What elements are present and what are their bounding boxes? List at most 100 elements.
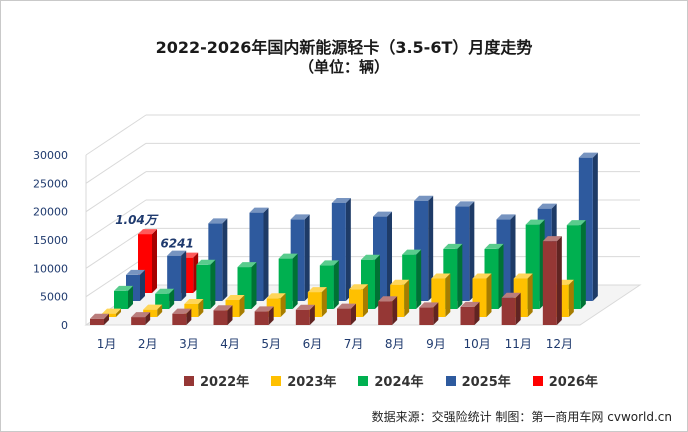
legend-label: 2024年 [374, 375, 424, 390]
bar-top [138, 229, 157, 235]
bar-side [392, 296, 398, 325]
legend-label: 2022年 [200, 375, 250, 390]
x-tick-label: 8月 [385, 337, 405, 351]
x-tick-label: 7月 [344, 337, 364, 351]
bar-top [208, 218, 228, 224]
bar-side [345, 197, 351, 301]
bar-top [307, 287, 327, 293]
bar-side [152, 229, 157, 293]
bar-top [349, 284, 368, 290]
bar-side [580, 220, 586, 309]
bar-top [501, 292, 521, 298]
y-tick-label: 15000 [33, 234, 68, 247]
bar-side [527, 273, 533, 317]
bar-top [225, 295, 245, 300]
legend-label: 2023年 [287, 375, 337, 390]
bar-top [143, 304, 163, 310]
bar-top [542, 236, 562, 242]
chart-subtitle: （单位：辆） [298, 58, 389, 76]
bar-side [416, 249, 422, 309]
bar-top [513, 273, 533, 279]
gridline-side [85, 199, 147, 241]
bar-side [186, 308, 192, 325]
x-tick-label: 11月 [505, 337, 532, 351]
bar-side [128, 285, 133, 309]
bar-side [351, 303, 356, 325]
data-label: 6241 [160, 237, 193, 251]
y-tick-label: 5000 [40, 291, 68, 304]
bar-side [433, 302, 439, 325]
bar [213, 310, 228, 325]
bar-side [292, 253, 298, 309]
bar-side [263, 207, 269, 301]
y-tick-label: 20000 [33, 206, 68, 219]
bar-top [578, 152, 598, 158]
bar-side [304, 214, 310, 301]
bar [378, 301, 393, 325]
legend-label: 2025年 [461, 375, 511, 390]
bar-side [169, 288, 175, 309]
legend-item: 2023年 [271, 371, 336, 390]
bar-side [321, 287, 327, 317]
bar-top [378, 296, 398, 302]
bar-top [237, 262, 257, 268]
bar-top [390, 279, 410, 285]
legend-label: 2026年 [548, 375, 598, 390]
x-tick-label: 4月 [220, 337, 240, 351]
bar-top [102, 308, 121, 314]
bar-top [431, 273, 451, 279]
legend-swatch [445, 375, 456, 386]
bar-top [290, 214, 310, 220]
x-tick-label: 9月 [426, 337, 446, 351]
legend-swatch [184, 375, 194, 386]
bar-side [239, 295, 245, 317]
bar-side [157, 304, 163, 317]
bar-top [525, 219, 545, 225]
bar-top [566, 220, 586, 226]
bar-side [428, 195, 434, 301]
bar [131, 317, 146, 325]
bar-top [460, 301, 480, 307]
x-tick-label: 5月 [261, 337, 281, 351]
x-tick-label: 10月 [463, 337, 490, 351]
y-tick-label: 0 [61, 319, 68, 332]
bar-side [387, 211, 392, 301]
bar-side [309, 304, 315, 325]
legend-swatch [271, 375, 282, 386]
bar-side [568, 279, 574, 317]
chart-title: 2022-2026年国内新能源轻卡（3.5-6T）月度走势 [155, 38, 533, 57]
bar-side [457, 243, 463, 309]
bar-top [402, 249, 422, 255]
bar-top [114, 285, 133, 291]
bar-top [126, 269, 145, 275]
bar-side [474, 301, 480, 325]
bar-top [249, 207, 269, 213]
bar-side [469, 201, 475, 301]
bar-top [278, 253, 298, 259]
bar-top [213, 305, 233, 311]
bar-top [167, 250, 187, 256]
bar-top [184, 298, 204, 304]
bar-top [295, 304, 315, 310]
bar-side [515, 292, 521, 325]
bar-side [251, 262, 257, 309]
bar-side [181, 250, 187, 301]
gridline-side [85, 114, 147, 156]
bar-top [172, 308, 192, 314]
chart-legend: 2022年 2023年 2024年 2025年 2026年 [184, 371, 598, 390]
bar-side [445, 273, 451, 317]
bar-side [222, 218, 228, 301]
bar-side [140, 269, 145, 301]
bar [196, 264, 211, 309]
bar [295, 309, 310, 325]
bar-top [90, 313, 109, 319]
bar [542, 241, 557, 325]
bar-top [537, 203, 557, 209]
bar-side [498, 243, 504, 309]
bar-top [337, 303, 356, 309]
bar [114, 290, 128, 309]
bar-side [268, 306, 274, 325]
bar-top [373, 211, 392, 217]
bar-top [254, 306, 274, 312]
